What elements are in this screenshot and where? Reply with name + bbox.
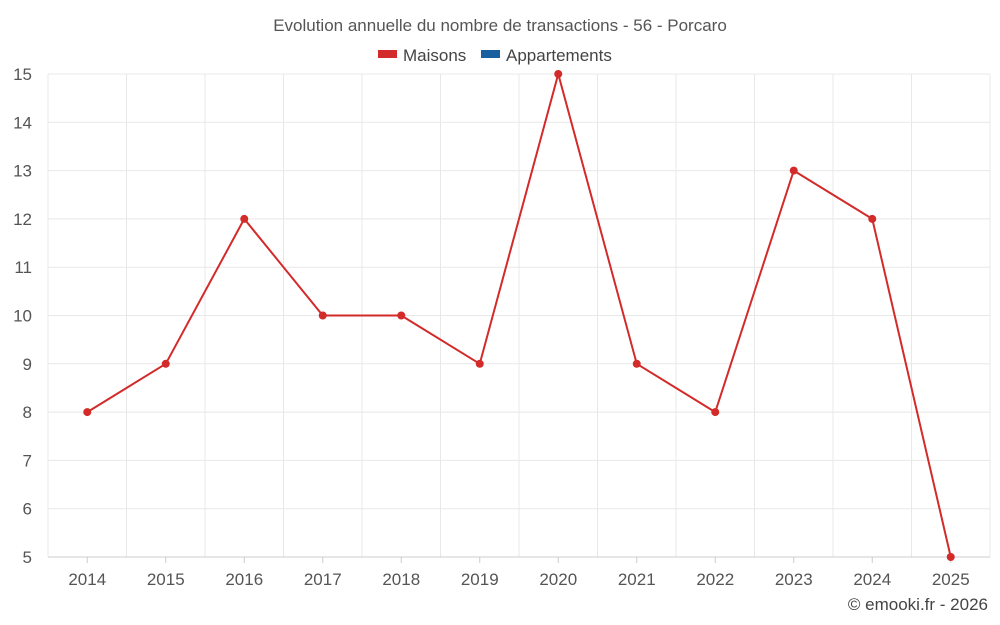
y-tick-label: 7	[23, 451, 32, 470]
data-point-maisons-2015[interactable]	[161, 359, 170, 368]
y-tick-label: 12	[13, 210, 32, 229]
x-tick-label: 2019	[461, 570, 499, 589]
data-point-maisons-2020[interactable]	[554, 70, 563, 78]
legend-swatch-maisons	[378, 50, 397, 58]
x-tick-label: 2020	[539, 570, 577, 589]
legend-label-maisons: Maisons	[403, 46, 466, 65]
data-point-maisons-2014[interactable]	[83, 408, 92, 417]
y-tick-label: 6	[23, 500, 32, 519]
x-tick-label: 2015	[147, 570, 185, 589]
legend: Maisons Appartements	[378, 46, 612, 65]
x-tick-label: 2014	[68, 570, 106, 589]
y-tick-label: 5	[23, 548, 32, 567]
y-tick-label: 13	[13, 162, 32, 181]
x-tick-label: 2016	[225, 570, 263, 589]
data-point-maisons-2017[interactable]	[318, 311, 327, 320]
data-point-maisons-2016[interactable]	[240, 214, 249, 223]
data-point-maisons-2022[interactable]	[711, 408, 720, 417]
y-tick-label: 9	[23, 355, 32, 374]
x-tick-label: 2018	[382, 570, 420, 589]
data-point-maisons-2018[interactable]	[397, 311, 406, 320]
legend-item-appartements[interactable]: Appartements	[481, 46, 612, 65]
data-point-maisons-2024[interactable]	[868, 214, 877, 223]
x-tick-label: 2025	[932, 570, 970, 589]
credit-text: © emooki.fr - 2026	[848, 595, 988, 614]
y-tick-label: 15	[13, 65, 32, 84]
legend-swatch-appartements	[481, 50, 500, 58]
data-point-maisons-2021[interactable]	[632, 359, 641, 368]
y-tick-label: 8	[23, 403, 32, 422]
series-line-maisons	[86, 73, 952, 558]
y-tick-label: 11	[14, 258, 32, 277]
x-tick-label: 2021	[618, 570, 656, 589]
legend-label-appartements: Appartements	[506, 46, 612, 65]
y-tick-label: 10	[13, 307, 32, 326]
data-point-maisons-2019[interactable]	[475, 359, 484, 368]
data-point-maisons-2023[interactable]	[789, 166, 798, 175]
data-point-maisons-2025[interactable]	[946, 553, 955, 561]
y-tick-label: 14	[13, 113, 32, 132]
x-axis-ticks: 2014 2015 2016 2017 2018 2019 2020 2021 2022 2023…	[68, 557, 970, 589]
x-tick-label: 2024	[853, 570, 891, 589]
x-tick-label: 2023	[775, 570, 813, 589]
x-tick-label: 2022	[696, 570, 734, 589]
legend-item-maisons[interactable]: Maisons	[378, 46, 466, 65]
x-tick-label: 2017	[304, 570, 342, 589]
series-layer	[83, 70, 955, 561]
grid	[47, 73, 991, 557]
y-axis-ticks: 5 6 7 8 9 10 11 12 13 14 15	[13, 65, 32, 567]
chart-title: Evolution annuelle du nombre de transact…	[273, 16, 727, 35]
